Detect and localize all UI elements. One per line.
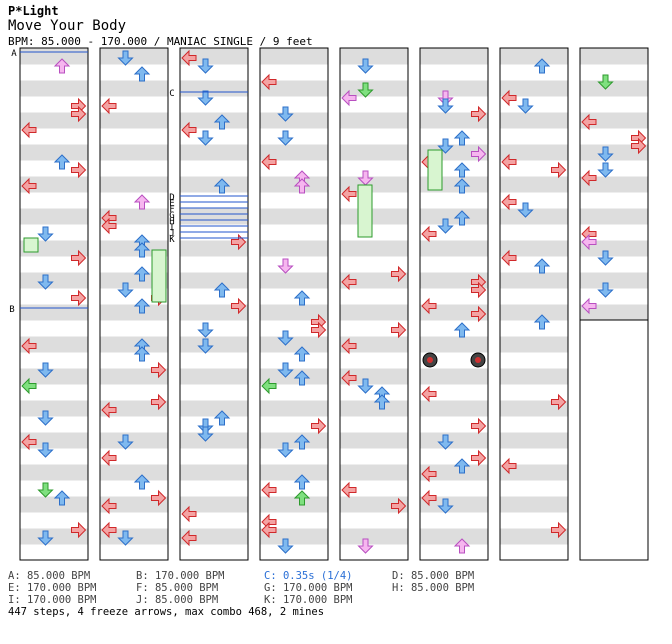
legend-entry-e: E: 170.000 BPM xyxy=(8,582,97,594)
legend-entry-b: B: 170.000 BPM xyxy=(136,570,225,582)
tempo-marker-label: I xyxy=(169,223,174,233)
legend-entry-d: D: 85.000 BPM xyxy=(392,570,475,582)
tempo-marker-label: F xyxy=(169,205,174,215)
chart-info: BPM: 85.000 - 170.000 / MANIAC SINGLE / … xyxy=(8,35,313,48)
tempo-marker-label: K xyxy=(169,235,175,245)
legend-entry-a: A: 85.000 BPM xyxy=(8,570,91,582)
chart-column xyxy=(499,47,569,561)
legend-entry-h: H: 85.000 BPM xyxy=(392,582,475,594)
freeze-arrow xyxy=(151,249,167,303)
chart-column xyxy=(99,47,169,561)
legend-entry-k: K: 170.000 BPM xyxy=(264,594,353,606)
tempo-marker-label: G xyxy=(169,211,174,221)
legend-entry-j: J: 85.000 BPM xyxy=(136,594,219,606)
chart-column xyxy=(19,47,89,561)
tempo-marker-label: D xyxy=(169,193,174,203)
tempo-marker-label: H xyxy=(169,217,174,227)
song-artist: P*Light xyxy=(8,4,59,18)
chart-column xyxy=(339,47,409,561)
chart-column xyxy=(259,47,329,561)
tempo-marker-label: B xyxy=(9,305,14,315)
legend-entry-g: G: 170.000 BPM xyxy=(264,582,353,594)
tempo-marker-label: A xyxy=(11,49,17,59)
chart-column xyxy=(579,47,649,561)
tempo-marker-label: C xyxy=(169,89,174,99)
legend-entry-i: I: 170.000 BPM xyxy=(8,594,97,606)
freeze-arrow xyxy=(427,149,443,191)
freeze-arrow xyxy=(357,184,373,238)
freeze-arrow xyxy=(23,237,39,253)
mine-icon xyxy=(470,352,486,368)
tempo-marker-label: E xyxy=(169,199,174,209)
legend-entry-f: F: 85.000 BPM xyxy=(136,582,219,594)
song-title: Move Your Body xyxy=(8,18,127,34)
tempo-marker-label: J xyxy=(169,229,174,239)
chart-stats: 447 steps, 4 freeze arrows, max combo 46… xyxy=(8,606,325,618)
legend-entry-c: C: 0.35s (1/4) xyxy=(264,570,353,582)
mine-icon xyxy=(422,352,438,368)
